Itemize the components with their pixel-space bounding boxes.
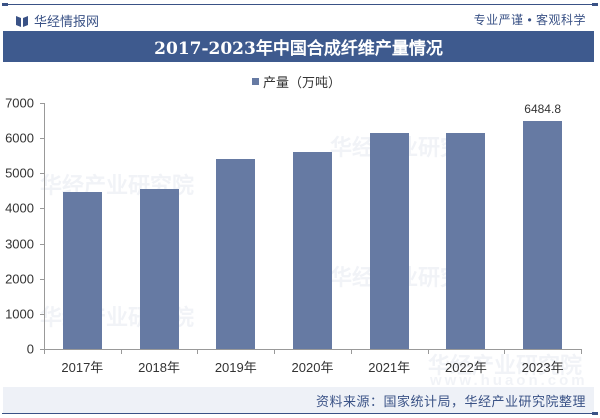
slogan: 专业严谨 • 客观科学 [473, 13, 586, 27]
legend-swatch-icon [252, 78, 259, 85]
top-rule [2, 4, 598, 5]
data-label: 6484.8 [524, 102, 561, 117]
x-tick [427, 349, 429, 354]
y-tick-label: 5000 [5, 165, 34, 181]
chart-title: 2017-2023年中国合成纤维产量情况 [154, 39, 443, 59]
legend-label: 产量（万吨） [263, 75, 342, 90]
x-tick-label: 2022年 [444, 360, 487, 375]
bar-2022年 [446, 132, 486, 349]
brand-name: 华经情报网 [34, 14, 100, 29]
x-tick [120, 349, 122, 354]
x-tick [274, 349, 276, 354]
y-tick-label: 6000 [5, 130, 34, 146]
x-tick-label: 2017年 [61, 360, 104, 375]
y-tick-label: 0 [26, 341, 34, 357]
bar-2020年 [293, 152, 332, 349]
brand: 华经情报网 [16, 11, 99, 30]
x-tick [197, 349, 199, 354]
top-rule-cap [592, 3, 598, 6]
y-tick [40, 138, 44, 140]
chart-title-bar: 2017-2023年中国合成纤维产量情况 [3, 31, 594, 62]
x-tick [504, 349, 506, 354]
x-tick-label: 2021年 [368, 360, 411, 375]
x-axis [44, 349, 581, 350]
y-tick-label: 7000 [5, 95, 34, 111]
x-tick [581, 349, 582, 354]
source-note: 资料来源：国家统计局，华经产业研究院整理 [315, 394, 586, 409]
y-tick-label: 2000 [5, 271, 34, 287]
bar-2023年 [523, 121, 563, 349]
y-tick [40, 278, 44, 280]
bar-2019年 [216, 159, 256, 349]
bottom-rule [2, 413, 598, 414]
bar-2018年 [139, 188, 179, 349]
x-tick-label: 2020年 [291, 360, 334, 375]
y-tick-label: 4000 [5, 200, 34, 216]
book-logo-icon [16, 15, 28, 27]
bar-2021年 [369, 132, 409, 349]
y-tick [40, 349, 44, 350]
bottom-rule-cap [592, 412, 598, 415]
x-tick [44, 349, 45, 354]
x-tick [350, 349, 352, 354]
y-tick [40, 313, 44, 315]
legend: 产量（万吨） [252, 72, 341, 91]
footer-band [3, 387, 594, 413]
y-tick [40, 173, 44, 175]
top-rule-cap [2, 3, 8, 6]
y-tick [40, 103, 44, 104]
bar-2017年 [62, 191, 102, 349]
y-tick-label: 1000 [5, 306, 34, 322]
y-axis [44, 103, 45, 349]
y-tick [40, 208, 44, 210]
x-tick-label: 2023年 [521, 360, 564, 375]
y-tick-label: 3000 [5, 236, 34, 252]
y-tick [40, 243, 44, 245]
x-tick-label: 2018年 [138, 360, 181, 375]
x-tick-label: 2019年 [214, 360, 257, 375]
